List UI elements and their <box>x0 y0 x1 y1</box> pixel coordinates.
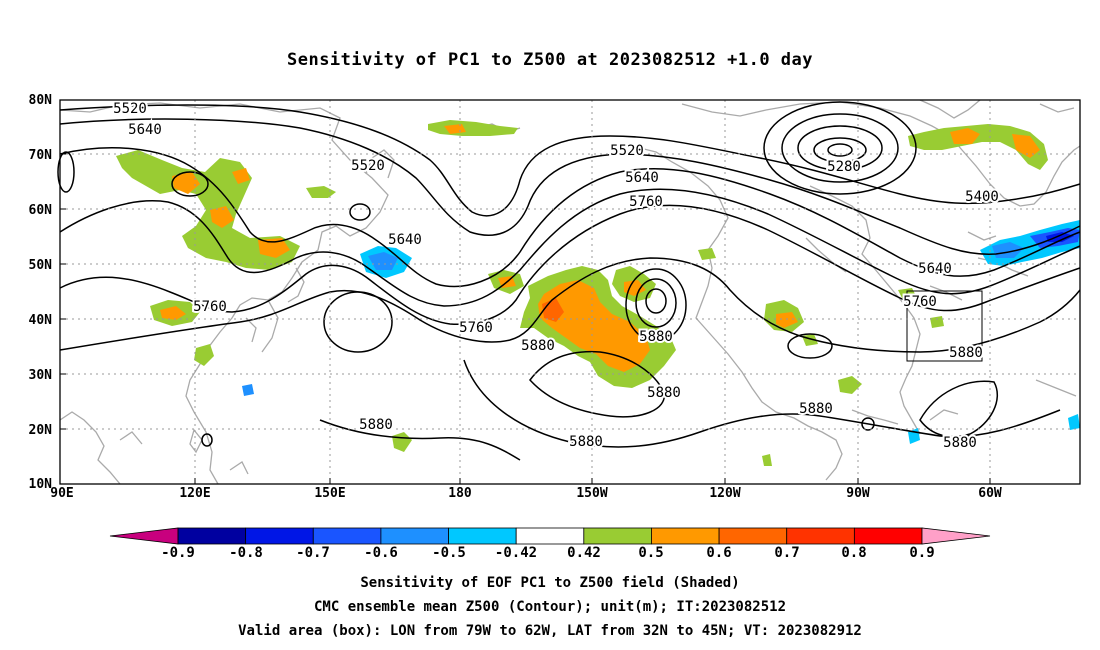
caption-contour: CMC ensemble mean Z500 (Contour); unit(m… <box>313 599 786 615</box>
grid-lines <box>60 100 1080 484</box>
colorbar-label: -0.7 <box>296 545 330 561</box>
colorbar: -0.9 -0.8 -0.7 -0.6 -0.5 -0.42 0.42 0.5 … <box>109 527 991 561</box>
colorbar-label: 0.7 <box>774 545 799 561</box>
colorbar-label: 0.6 <box>706 545 731 561</box>
lat-labels: 80N 70N 60N 50N 40N 30N 20N 10N <box>29 93 53 492</box>
colorbar-label: 0.5 <box>638 545 663 561</box>
contour-label: 5880 <box>949 345 983 361</box>
contour-label: 5280 <box>827 159 861 175</box>
colorbar-label: 0.9 <box>909 545 934 561</box>
lat-label: 30N <box>29 368 53 383</box>
colorbar-label: -0.8 <box>229 545 263 561</box>
caption-valid-area: Valid area (box): LON from 79W to 62W, L… <box>238 623 862 639</box>
lon-label: 150W <box>576 486 607 501</box>
caption-shaded: Sensitivity of EOF PC1 to Z500 field (Sh… <box>360 575 740 591</box>
colorbar-cell <box>515 527 585 545</box>
lon-label: 120E <box>179 486 210 501</box>
contour-label: 5880 <box>359 417 393 433</box>
contour-label: 5760 <box>193 299 227 315</box>
colorbar-cell <box>312 527 382 545</box>
colorbar-cell <box>380 527 449 545</box>
lon-label: 90W <box>846 486 870 501</box>
lat-label: 80N <box>29 93 53 108</box>
contour-label: 5880 <box>569 434 603 450</box>
colorbar-cell <box>786 527 855 545</box>
colorbar-label: 0.8 <box>841 545 866 561</box>
contour-label: 5760 <box>629 194 663 210</box>
colorbar-cell <box>177 527 247 545</box>
lon-label: 90E <box>50 486 73 501</box>
contour-label: 5520 <box>113 101 147 117</box>
contour-label: 5880 <box>647 385 681 401</box>
colorbar-cell <box>651 527 720 545</box>
shaded-regions <box>116 120 1080 466</box>
colorbar-cell <box>448 527 517 545</box>
colorbar-cell <box>853 527 923 545</box>
contour-labels: 5520 5640 5520 5640 5520 5640 5760 5280 … <box>111 99 1001 452</box>
lat-label: 20N <box>29 423 53 438</box>
contour-label: 5880 <box>799 401 833 417</box>
colorbar-label: -0.42 <box>495 545 537 561</box>
lat-label: 40N <box>29 313 53 328</box>
contour-label: 5880 <box>521 338 555 354</box>
contour-label: 5520 <box>610 143 644 159</box>
lon-label: 120W <box>709 486 740 501</box>
contour-label: 5520 <box>351 158 385 174</box>
contour-label: 5760 <box>903 294 937 310</box>
map-frame <box>59 99 1081 485</box>
contour-label: 5880 <box>639 329 673 345</box>
colorbar-cell <box>583 527 652 545</box>
contour-label: 5400 <box>965 189 999 205</box>
lat-label: 60N <box>29 203 53 218</box>
chart-title: Sensitivity of PC1 to Z500 at 2023082512… <box>286 50 813 70</box>
lon-label: 150E <box>314 486 345 501</box>
colorbar-label: -0.6 <box>364 545 398 561</box>
height-contours <box>57 101 1081 461</box>
colorbar-label: 0.42 <box>567 545 601 561</box>
valid-area-box <box>906 290 983 362</box>
lon-label: 180 <box>448 486 472 501</box>
colorbar-right-arrow <box>922 528 990 544</box>
contour-label: 5760 <box>459 320 493 336</box>
contour-label: 5880 <box>943 435 977 451</box>
lat-label: 70N <box>29 148 53 163</box>
contour-label: 5640 <box>128 122 162 138</box>
lat-label: 10N <box>29 477 53 492</box>
lon-label: 60W <box>978 486 1002 501</box>
contour-label: 5640 <box>388 232 422 248</box>
colorbar-cell <box>245 527 314 545</box>
colorbar-left-arrow <box>110 528 178 544</box>
colorbar-label: -0.9 <box>161 545 195 561</box>
colorbar-cell <box>718 527 788 545</box>
contour-label: 5640 <box>625 170 659 186</box>
colorbar-label: -0.5 <box>432 545 466 561</box>
lat-label: 50N <box>29 258 53 273</box>
contour-label: 5640 <box>918 261 952 277</box>
lon-labels: 90E 120E 150E 180 150W 120W 90W 60W <box>50 486 1002 501</box>
